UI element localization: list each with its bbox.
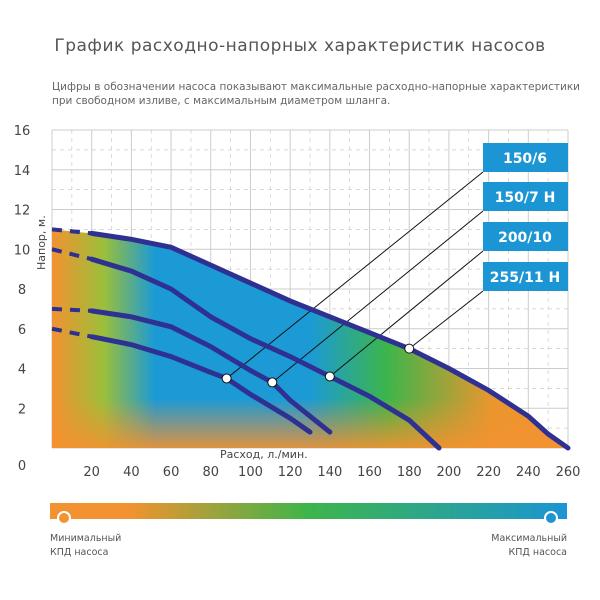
y-tick-label: 16 bbox=[14, 124, 31, 139]
series-line-1 bbox=[89, 308, 333, 435]
chart-title: График расходно-напорных характеристик н… bbox=[54, 36, 546, 56]
series-label: 150/6 bbox=[503, 151, 547, 167]
x-tick-label: 120 bbox=[278, 465, 303, 480]
series-marker bbox=[221, 373, 232, 384]
series-line-dashed-1 bbox=[51, 306, 92, 313]
x-tick-label: 100 bbox=[238, 465, 263, 480]
series-line-0 bbox=[89, 334, 313, 435]
x-tick-label: 260 bbox=[556, 465, 581, 480]
y-tick-label: 10 bbox=[14, 243, 31, 258]
y-tick-label: 14 bbox=[14, 164, 31, 179]
callout-line bbox=[271, 210, 484, 383]
y-tick-label: 0 bbox=[18, 459, 26, 474]
series-label-box bbox=[483, 222, 568, 251]
y-tick-label: 6 bbox=[18, 323, 26, 338]
series-line-3 bbox=[89, 230, 571, 451]
min-efficiency-caption: Минимальный КПД насоса bbox=[50, 533, 122, 558]
series-label-box bbox=[483, 262, 568, 291]
series-marker bbox=[267, 377, 278, 388]
max-efficiency-marker bbox=[544, 511, 558, 525]
min-efficiency-marker bbox=[57, 511, 71, 525]
chart-subtitle: Цифры в обозначении насоса показывают ма… bbox=[52, 81, 580, 107]
x-tick-label: 240 bbox=[516, 465, 541, 480]
y-tick-label: 8 bbox=[18, 283, 26, 298]
series-label: 255/11 Н bbox=[490, 270, 560, 286]
series-label: 150/7 Н bbox=[495, 190, 556, 206]
series-marker bbox=[404, 343, 415, 354]
series-label-box bbox=[483, 143, 568, 172]
y-tick-label: 12 bbox=[14, 204, 31, 219]
y-tick-label: 4 bbox=[18, 363, 26, 378]
callout-line bbox=[226, 171, 484, 379]
x-tick-label: 160 bbox=[357, 465, 382, 480]
x-tick-label: 220 bbox=[476, 465, 501, 480]
x-tick-label: 140 bbox=[317, 465, 342, 480]
series-line-dashed-3 bbox=[51, 227, 92, 236]
x-tick-label: 20 bbox=[83, 465, 100, 480]
max-efficiency-caption: Максимальный КПД насоса bbox=[491, 533, 567, 558]
callout-line bbox=[408, 290, 484, 350]
series-line-2 bbox=[89, 256, 442, 451]
x-tick-label: 40 bbox=[123, 465, 140, 480]
series-line-dashed-0 bbox=[51, 326, 93, 339]
y-tick-label: 2 bbox=[18, 402, 26, 417]
x-axis-label: Расход, л./мин. bbox=[220, 448, 308, 461]
x-tick-label: 60 bbox=[163, 465, 180, 480]
x-tick-label: 180 bbox=[397, 465, 422, 480]
series-line-dashed-2 bbox=[51, 247, 93, 262]
callout-line bbox=[329, 250, 484, 377]
y-axis-label: Напор, м. bbox=[35, 215, 48, 270]
x-tick-label: 200 bbox=[437, 465, 462, 480]
efficiency-scale-bar bbox=[50, 503, 567, 519]
series-label: 200/10 bbox=[498, 230, 552, 246]
x-tick-label: 80 bbox=[202, 465, 219, 480]
series-label-box bbox=[483, 182, 568, 211]
series-marker bbox=[324, 371, 335, 382]
